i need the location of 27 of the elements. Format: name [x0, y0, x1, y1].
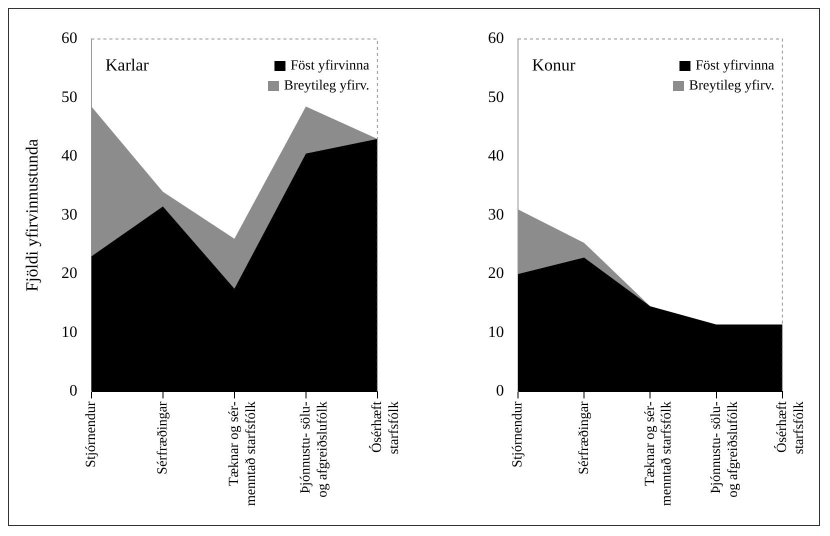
y-tick-label: 20: [61, 265, 78, 282]
x-tick-label: Tæknar og sér- menntað starfsfólk: [642, 401, 675, 506]
legend-label: Föst yfirvinna: [290, 58, 370, 74]
y-tick-label: 10: [488, 324, 504, 341]
x-tick-label: Sérfræðingar: [156, 401, 171, 475]
y-tick-label: 10: [61, 324, 78, 341]
text: Konur: [532, 55, 576, 74]
y-tick-label: 30: [61, 206, 78, 224]
y-tick-label: 60: [61, 30, 78, 48]
y-tick-label: 0: [496, 382, 504, 400]
y-tick-label: 50: [488, 88, 504, 106]
y-tick-label: 40: [488, 148, 504, 165]
x-tick-label: Sérfræðingar: [576, 401, 592, 475]
y-tick-label: 40: [61, 148, 78, 165]
x-tick-label: Stjórnendur: [84, 401, 100, 468]
legend-label: Breytileg yfirv.: [689, 78, 774, 94]
y-tick-label: 60: [488, 30, 504, 48]
y-tick-label: 0: [69, 382, 78, 400]
text: Karlar: [105, 55, 150, 74]
y-tick-label: 20: [488, 265, 504, 282]
y-tick-label: 30: [488, 206, 504, 224]
y-axis-title: Fjöldi yfirvinnustunda: [22, 138, 42, 292]
legend-label: Föst yfirvinna: [695, 58, 776, 74]
x-tick-label: Tæknar og sér- menntað starfsfólk: [227, 401, 259, 506]
y-tick-label: 50: [61, 88, 78, 106]
legend-label: Breytileg yfirv.: [284, 78, 370, 94]
x-tick-label: Stjórnendur: [510, 401, 526, 468]
